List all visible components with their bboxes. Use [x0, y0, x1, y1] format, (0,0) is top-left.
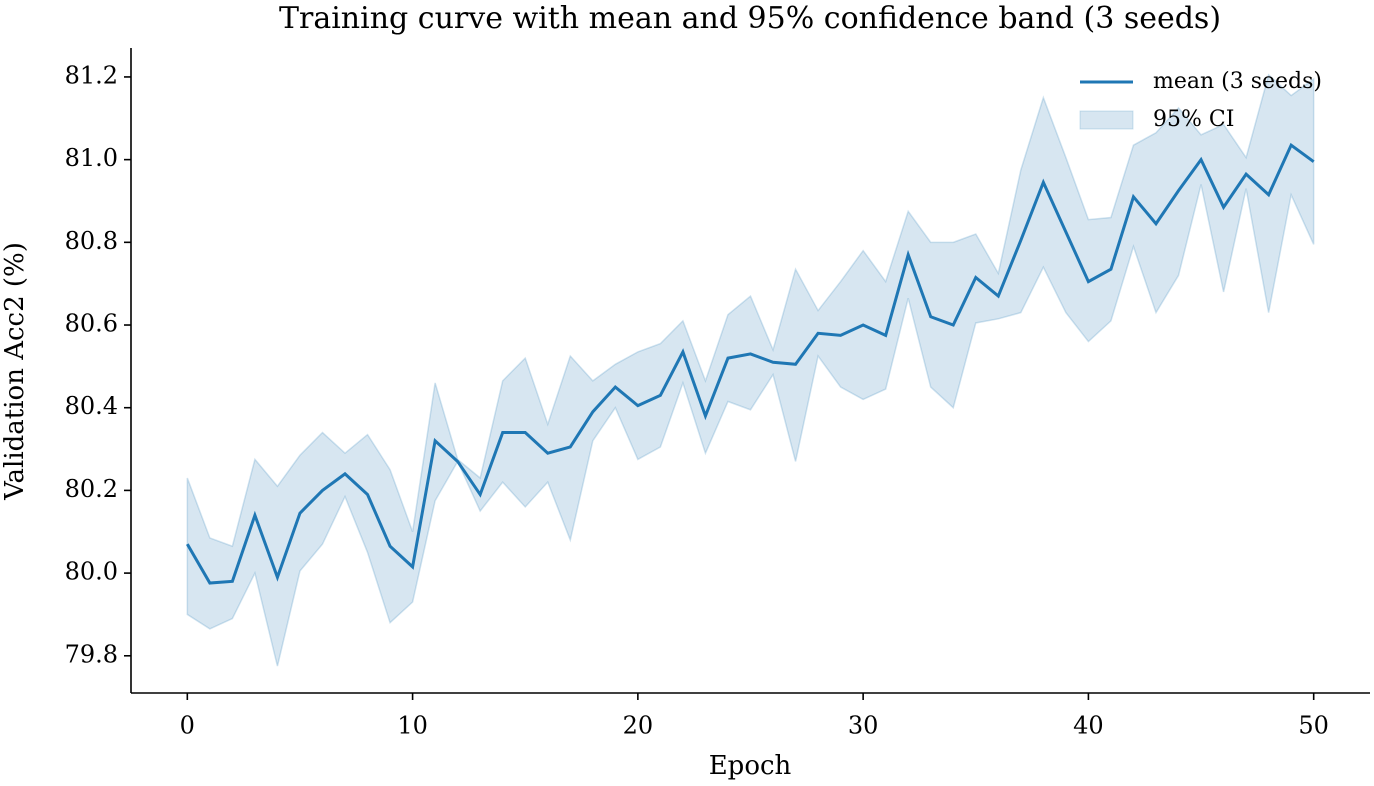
y-tick-label: 80.6: [65, 310, 118, 338]
y-tick-label: 80.0: [65, 558, 118, 586]
legend-patch: [1079, 110, 1134, 130]
confidence-band: [186, 73, 1315, 667]
x-tick-label: 40: [1073, 712, 1104, 740]
x-tick-label: 50: [1298, 712, 1329, 740]
y-tick-label: 80.4: [65, 392, 118, 420]
mean-line: [186, 142, 1315, 585]
legend-label: mean (3 seeds): [1153, 69, 1322, 94]
y-tick-label: 79.8: [65, 640, 118, 668]
x-tick-label: 20: [623, 712, 654, 740]
x-tick-label: 10: [397, 712, 428, 740]
legend-label: 95% CI: [1153, 107, 1234, 132]
x-axis-label: Epoch: [709, 751, 792, 781]
chart-title: Training curve with mean and 95% confide…: [279, 1, 1221, 36]
y-tick-label: 81.0: [65, 144, 118, 172]
y-axis-label: Validation Acc2 (%): [0, 242, 30, 501]
x-tick-label: 0: [180, 712, 195, 740]
y-tick-label: 80.8: [65, 227, 118, 255]
y-tick-label: 81.2: [65, 61, 118, 89]
y-tick-label: 80.2: [65, 475, 118, 503]
x-tick-label: 30: [848, 712, 879, 740]
